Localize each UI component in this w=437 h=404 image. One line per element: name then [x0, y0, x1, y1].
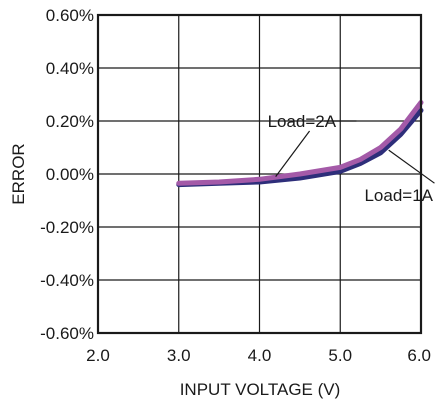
series-line-load-2a — [176, 99, 424, 186]
y-tick-labels: 0.60% 0.40% 0.20% 0.00% -0.20% -0.40% -0.60% — [40, 6, 94, 343]
y-tick-label: -0.60% — [40, 324, 94, 343]
x-tick-label: 3.0 — [167, 346, 191, 365]
y-tick-label: 0.00% — [46, 165, 94, 184]
y-tick-label: 0.20% — [46, 112, 94, 131]
y-tick-label: -0.20% — [40, 218, 94, 237]
annotation-label-1: Load=1A — [364, 186, 433, 205]
annotations: Load=2A Load=1A — [268, 112, 435, 205]
y-tick-label: -0.40% — [40, 271, 94, 290]
x-tick-label: 4.0 — [248, 346, 272, 365]
x-tick-label: 2.0 — [86, 346, 110, 365]
series-lines — [176, 99, 424, 188]
x-axis-title: INPUT VOLTAGE (V) — [180, 380, 341, 399]
x-tick-labels: 2.0 3.0 4.0 5.0 6.0 — [86, 346, 431, 365]
x-tick-label: 5.0 — [328, 346, 352, 365]
annotation-leader-1 — [388, 149, 435, 184]
grid — [97, 14, 422, 334]
annotation-label-0: Load=2A — [268, 112, 337, 131]
annotation-leader-0 — [275, 130, 311, 178]
y-tick-label: 0.40% — [46, 59, 94, 78]
y-axis-title: ERROR — [9, 143, 28, 204]
y-tick-label: 0.60% — [46, 6, 94, 25]
x-tick-label: 6.0 — [407, 346, 431, 365]
plot-area-border — [96, 13, 423, 335]
